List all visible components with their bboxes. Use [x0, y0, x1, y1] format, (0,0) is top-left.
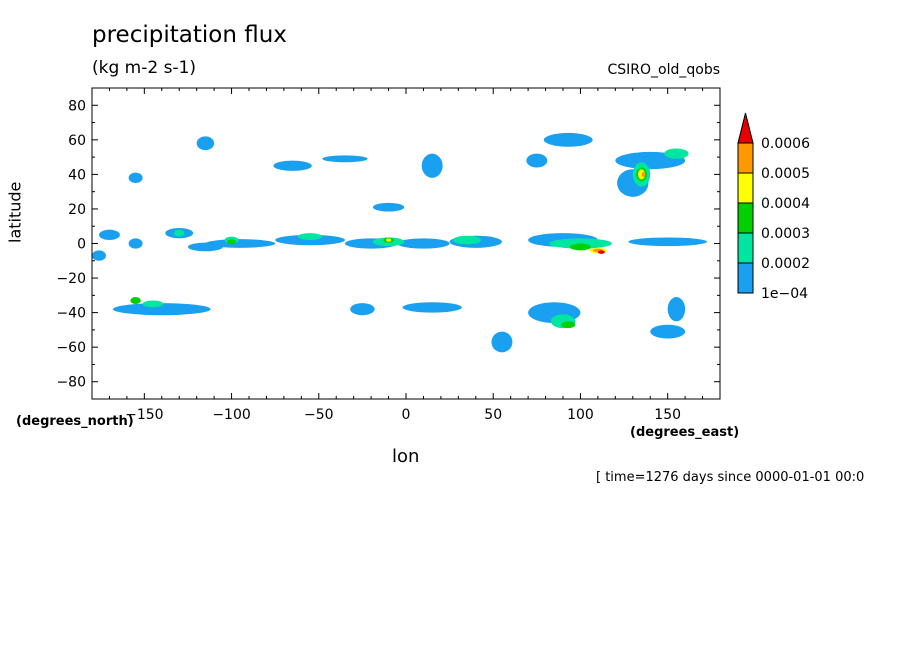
plot-area: −150 −100 −50 0 50 100 150 806040200−20−40−60−…	[56, 87, 721, 423]
precip-cell	[196, 136, 215, 151]
dataset-label: CSIRO_old_qobs	[607, 62, 720, 78]
x-tick-label: 50	[484, 407, 502, 423]
colorbar-label: 0.0002	[761, 256, 810, 272]
precip-cell	[628, 237, 707, 247]
precip-cell	[275, 234, 345, 246]
colorbar-label: 0.0003	[761, 226, 810, 242]
y-tick-label: −20	[56, 271, 86, 287]
x-axis-ticks: −150 −100 −50 0 50 100 150	[91, 88, 721, 423]
colorbar-label: 0.0006	[761, 136, 810, 152]
chart-title: precipitation flux	[92, 22, 287, 48]
precip-features	[92, 132, 707, 353]
y-axis-label: latitude	[5, 181, 25, 243]
colorbar-swatch	[737, 112, 754, 144]
y-tick-label: −40	[56, 306, 86, 322]
precip-cell	[569, 243, 591, 251]
precip-cell	[142, 300, 164, 308]
precip-cell	[664, 148, 689, 159]
precip-cell	[561, 321, 576, 329]
precip-cell	[597, 250, 605, 254]
y-tick-label: 60	[68, 133, 86, 149]
y-tick-label: −60	[56, 340, 86, 356]
y-tick-label: 80	[68, 98, 86, 114]
precip-cell	[227, 239, 236, 245]
y-tick-label: 20	[68, 202, 86, 218]
x-tick-label: −50	[304, 407, 334, 423]
y-axis-units: (degrees_north)	[16, 414, 134, 429]
precip-cell	[92, 250, 106, 261]
x-tick-label: −100	[212, 407, 250, 423]
y-tick-label: 40	[68, 167, 86, 183]
y-axis-ticks: 80 60 40 20 0 −20 −40 −60 −80	[56, 87, 720, 400]
precip-cell	[385, 238, 392, 242]
precip-cell	[402, 302, 462, 313]
y-tick-label: 0	[77, 237, 86, 253]
precip-cell	[372, 202, 405, 212]
colorbar-swatch	[737, 142, 754, 174]
colorbar-label: 0.0004	[761, 196, 810, 212]
precip-cell	[397, 238, 450, 249]
x-axis-units: (degrees_east)	[630, 425, 740, 440]
x-axis-label: lon	[392, 446, 420, 467]
colorbar-label: 0.0005	[761, 166, 810, 182]
chart-units: (kg m-2 s-1)	[92, 58, 197, 78]
precip-cell	[350, 303, 375, 316]
colorbar-swatch	[737, 202, 754, 234]
precip-cell	[667, 297, 686, 322]
precip-cell	[128, 238, 143, 249]
colorbar-label: 1e−04	[761, 286, 808, 302]
precip-cell	[112, 303, 211, 316]
precip-cell	[128, 172, 143, 184]
time-footer: [ time=1276 days since 0000-01-01 00:0	[596, 470, 865, 485]
colorbar-swatch	[737, 262, 754, 294]
precip-cell	[273, 160, 312, 171]
precip-cell	[638, 169, 645, 180]
y-tick-label: −80	[56, 375, 86, 391]
colorbar-swatch	[737, 232, 754, 264]
colorbar-swatch	[737, 172, 754, 204]
precip-cell	[543, 132, 593, 147]
precip-cell	[650, 324, 686, 339]
x-tick-label: 150	[654, 407, 681, 423]
precip-cell	[297, 233, 323, 241]
colorbar: 1e−04 0.0002 0.0003 0.0004 0.0005 0.0006	[737, 112, 810, 302]
precip-cell	[421, 153, 443, 178]
precip-cell	[205, 239, 276, 248]
precip-cell	[130, 297, 141, 304]
x-tick-label: −150	[125, 407, 163, 423]
precip-cell	[98, 229, 120, 241]
x-tick-label: 100	[567, 407, 594, 423]
precip-cell	[491, 331, 513, 353]
precip-cell	[453, 235, 482, 245]
x-tick-label: 0	[402, 407, 411, 423]
precip-cell	[322, 155, 368, 163]
precip-cell	[641, 171, 645, 177]
precip-cell	[173, 229, 185, 237]
precip-cell	[526, 153, 548, 168]
